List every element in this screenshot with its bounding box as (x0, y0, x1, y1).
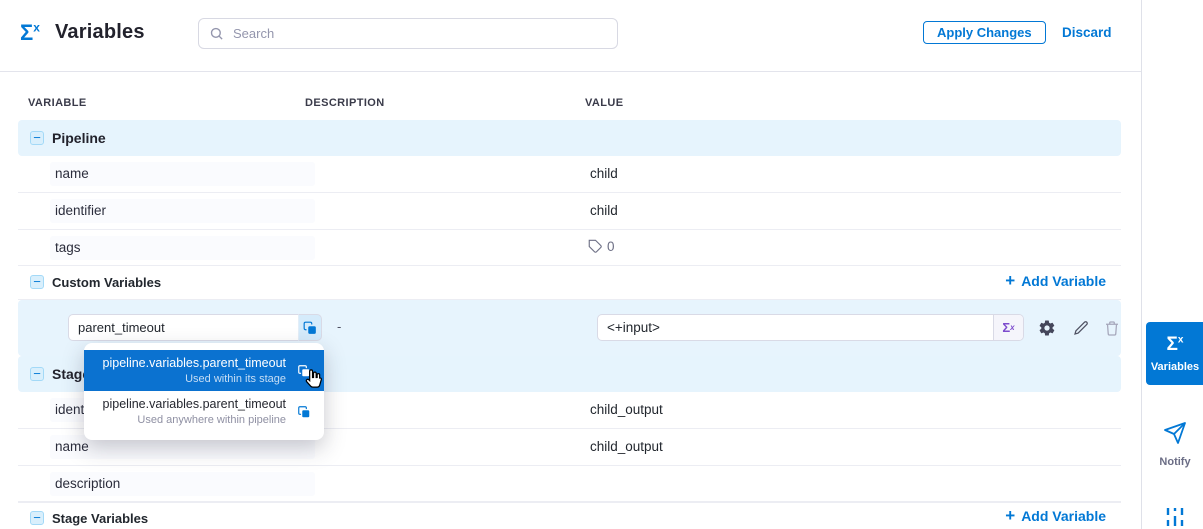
plus-icon: + (1005, 271, 1016, 290)
sidebar-item-notify[interactable]: Notify (1146, 421, 1203, 468)
row-value: child_output (590, 402, 663, 417)
row-value: child_output (590, 439, 663, 454)
row-value: child (590, 203, 618, 218)
label-highlight (50, 472, 315, 496)
row-value: child (590, 166, 618, 181)
variable-description: - (337, 319, 342, 334)
collapse-icon[interactable]: − (30, 511, 44, 525)
table-row-name: name child (18, 156, 1121, 193)
panel-header: Σx Variables Apply Changes Discard (0, 0, 1141, 72)
dropdown-option-text: pipeline.variables.parent_timeout Used w… (94, 356, 286, 385)
tags-count-value: 0 (607, 239, 615, 254)
sigma-x-icon: Σx (1166, 334, 1184, 355)
copy-icon[interactable] (294, 405, 314, 419)
table-row-tags: tags 0 (18, 230, 1121, 266)
pencil-icon (1074, 321, 1088, 335)
custom-variable-row: - Σx (18, 300, 1121, 356)
section-pipeline: − Pipeline (18, 120, 1121, 156)
trash-icon (1106, 321, 1118, 336)
copy-variable-button[interactable] (298, 314, 322, 341)
variable-name-group (68, 314, 322, 341)
variable-name-input[interactable] (68, 314, 298, 341)
dropdown-option-pipeline-scope[interactable]: pipeline.variables.parent_timeout Used a… (84, 391, 324, 432)
variable-value-input[interactable] (598, 315, 993, 340)
dropdown-option-stage-scope[interactable]: pipeline.variables.parent_timeout Used w… (84, 350, 324, 391)
tags-count: 0 (588, 239, 615, 254)
variable-path-dropdown: pipeline.variables.parent_timeout Used w… (84, 343, 324, 440)
row-label: name (55, 439, 89, 454)
variables-table: VARIABLE DESCRIPTION VALUE − Pipeline na… (18, 72, 1121, 529)
row-label: identifier (55, 203, 107, 218)
row-label: name (55, 166, 89, 181)
subsection-stage-variables: − Stage Variables + Add Variable (18, 502, 1121, 529)
variable-path: pipeline.variables.parent_timeout (102, 397, 286, 411)
add-variable-button[interactable]: + Add Variable (1005, 271, 1106, 290)
delete-variable-button[interactable] (1103, 319, 1121, 337)
apply-changes-button[interactable]: Apply Changes (923, 21, 1046, 44)
search-input[interactable] (198, 18, 618, 49)
sidebar-item-label: Variables (1150, 361, 1200, 373)
variable-scope: Used within its stage (185, 373, 286, 385)
plus-icon: + (1005, 506, 1016, 525)
table-row-stage-description: description (18, 466, 1121, 502)
sidebar-item-flow-control[interactable] (1146, 505, 1203, 529)
dropdown-option-text: pipeline.variables.parent_timeout Used a… (94, 397, 286, 426)
search-field-wrap (198, 18, 618, 49)
right-toolbar: Σx Variables Notify (1141, 0, 1203, 529)
add-variable-button[interactable]: + Add Variable (1005, 506, 1106, 525)
collapse-icon[interactable]: − (30, 131, 44, 145)
add-variable-label: Add Variable (1021, 508, 1106, 524)
paper-plane-icon (1164, 422, 1186, 444)
collapse-icon[interactable]: − (30, 367, 44, 381)
subsection-custom-variables: − Custom Variables + Add Variable (18, 266, 1121, 300)
row-label: tags (55, 240, 81, 255)
label-highlight (50, 162, 315, 186)
column-header-variable: VARIABLE (28, 97, 87, 109)
column-header-value: VALUE (585, 97, 624, 109)
sigma-x-icon: Σx (20, 20, 40, 45)
search-icon (210, 27, 223, 40)
edit-variable-button[interactable] (1072, 319, 1090, 337)
label-highlight (50, 199, 315, 223)
discard-button[interactable]: Discard (1062, 25, 1112, 40)
copy-icon (303, 321, 316, 334)
variable-settings-button[interactable] (1038, 319, 1056, 337)
variable-path: pipeline.variables.parent_timeout (102, 356, 286, 370)
subsection-title: Stage Variables (52, 511, 149, 526)
row-label: description (55, 476, 121, 491)
variable-value-group: Σx (597, 314, 1024, 341)
table-header-row: VARIABLE DESCRIPTION VALUE (18, 72, 1121, 120)
label-highlight (50, 236, 315, 260)
gear-icon (1039, 320, 1055, 336)
copy-icon[interactable] (294, 364, 314, 378)
section-title: Pipeline (52, 130, 106, 146)
collapse-icon[interactable]: − (30, 275, 44, 289)
page-title: Variables (55, 21, 145, 43)
sidebar-item-label: Notify (1159, 456, 1191, 468)
section-title: Stage (52, 366, 91, 382)
column-header-description: DESCRIPTION (305, 97, 385, 109)
subsection-title: Custom Variables (52, 275, 162, 290)
variable-scope: Used anywhere within pipeline (137, 414, 286, 426)
tag-icon (588, 239, 602, 253)
add-variable-label: Add Variable (1021, 273, 1106, 289)
table-row-identifier: identifier child (18, 193, 1121, 230)
sliders-icon (1166, 508, 1184, 526)
sidebar-item-variables[interactable]: Σx Variables (1146, 322, 1203, 385)
